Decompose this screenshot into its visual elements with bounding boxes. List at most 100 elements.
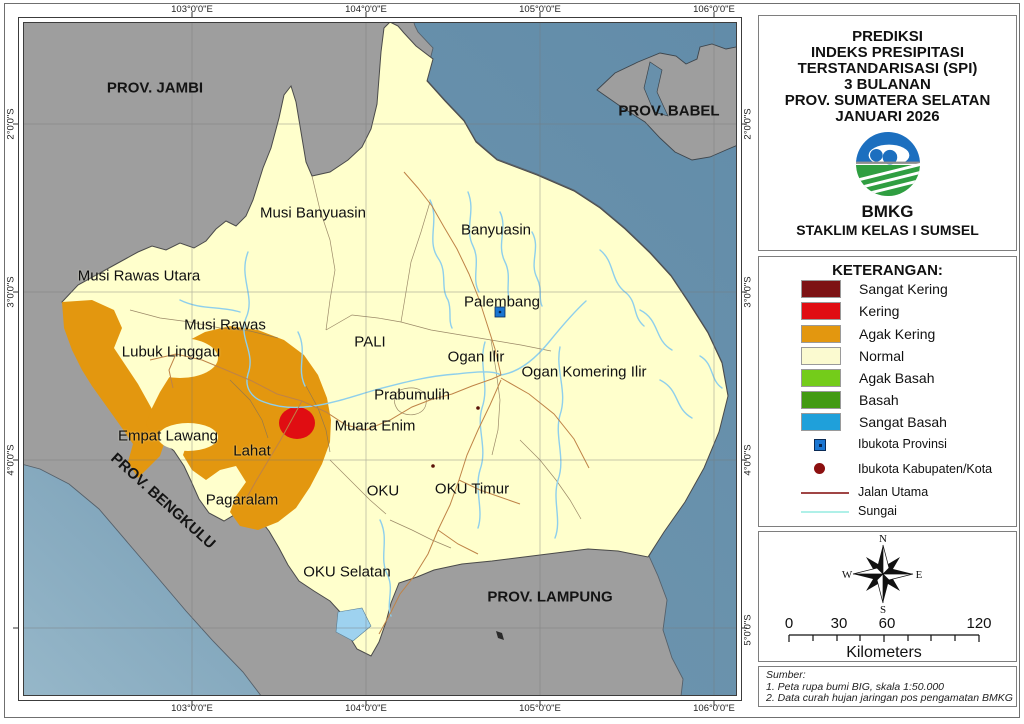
map-neatline-inner xyxy=(23,22,737,696)
map-title-line: JANUARI 2026 xyxy=(835,108,940,125)
compass-w: W xyxy=(842,569,853,581)
map-label-oku-selatan: OKU Selatan xyxy=(303,563,391,581)
source-line: Sumber: xyxy=(766,669,806,681)
palembang-marker xyxy=(494,306,506,318)
lat-label-right: 4°0'0"S xyxy=(742,444,754,476)
map-label-prov-babel: PROV. BABEL xyxy=(618,102,720,120)
map-title-line: TERSTANDARISASI (SPI) xyxy=(797,60,978,77)
scale-label-120: 120 xyxy=(966,615,991,632)
compass-rose: N S W E xyxy=(842,533,923,616)
map-label-ogan-komering-ilir: Ogan Komering Ilir xyxy=(521,363,647,381)
lon-label-bottom: 103°0'0"E xyxy=(171,703,213,714)
legend-label: Agak Kering xyxy=(859,326,936,342)
sungai-icon xyxy=(801,511,849,513)
compass-n: N xyxy=(879,533,887,545)
scale-label-60: 60 xyxy=(879,615,896,632)
legend-row: Basah xyxy=(759,391,1016,409)
legend-row: Sangat Kering xyxy=(759,280,1016,298)
region-babel-island xyxy=(596,43,737,161)
map-title-line: INDEKS PRESIPITASI xyxy=(810,44,965,61)
babel-bay xyxy=(643,61,669,117)
map-label-pali: PALI xyxy=(354,333,386,351)
map-label-musi-rawas-utara: Musi Rawas Utara xyxy=(77,267,201,285)
compass-and-scalebar: N S W E 0 30 60 120 Kilometers xyxy=(785,533,992,661)
map-label-prov-jambi: PROV. JAMBI xyxy=(106,79,204,97)
lon-label-top: 104°0'0"E xyxy=(345,4,387,15)
map-neatline-outer xyxy=(18,17,742,701)
legend-label-jalan-utama: Jalan Utama xyxy=(858,485,929,499)
province-sumsel-normal xyxy=(61,22,729,657)
map-label-palembang: Palembang xyxy=(464,293,540,311)
lat-label-left: 4°0'0"S xyxy=(5,444,17,476)
map-title-line: PREDIKSI xyxy=(852,28,923,45)
lon-label-bottom: 105°0'0"E xyxy=(519,703,561,714)
graticule-ticks xyxy=(13,12,747,706)
map-label-prov-lampung: PROV. LAMPUNG xyxy=(487,588,613,606)
legend-swatch-sangat-basah xyxy=(801,413,841,431)
legend-label: Agak Basah xyxy=(859,370,935,386)
compass-e: E xyxy=(916,569,923,581)
legend-label-ibukota-kabupaten: Ibukota Kabupaten/Kota xyxy=(858,462,993,476)
zone-agak-kering-west-strip xyxy=(62,300,166,478)
legend-row: Normal xyxy=(759,347,1016,365)
scale-label-30: 30 xyxy=(831,615,848,632)
legend-label-sungai: Sungai xyxy=(858,504,897,518)
org-subtitle: STAKLIM KELAS I SUMSEL xyxy=(796,222,979,238)
map-label-ogan-ilir: Ogan Ilir xyxy=(447,348,505,366)
legend-swatch-basah xyxy=(801,391,841,409)
lon-label-top: 105°0'0"E xyxy=(519,4,561,15)
org-name: BMKG xyxy=(861,202,914,221)
legend-panel: KETERANGAN: Sangat Kering Kering Agak Ke… xyxy=(758,256,1017,527)
legend-label: Kering xyxy=(859,303,900,319)
zone-kering xyxy=(279,407,315,439)
map-label-oku-timur: OKU Timur xyxy=(434,480,510,498)
graticule-lines xyxy=(23,22,737,696)
map-label-musi-banyuasin: Musi Banyuasin xyxy=(260,204,366,222)
legend-label: Basah xyxy=(859,392,899,408)
legend-swatch-agak-basah xyxy=(801,369,841,387)
source-panel: Sumber: 1. Peta rupa bumi BIG, skala 1:5… xyxy=(758,666,1017,707)
map-label-banyuasin: Banyuasin xyxy=(460,221,532,239)
map-label-empat-lawang: Empat Lawang xyxy=(117,427,219,445)
compass-s: S xyxy=(880,604,886,616)
legend-heading: KETERANGAN: xyxy=(832,262,943,279)
legend-label-ibukota-provinsi: Ibukota Provinsi xyxy=(858,437,947,451)
lat-label-right: 5°0'0"S xyxy=(742,614,754,646)
legend-swatch-normal xyxy=(801,347,841,365)
legend-row: Agak Basah xyxy=(759,369,1016,387)
map-title-line: 3 BULANAN xyxy=(844,76,931,93)
map-label-oku: OKU xyxy=(366,482,400,500)
legend-swatch-kering xyxy=(801,302,841,320)
map-label-musi-rawas: Musi Rawas xyxy=(184,316,266,334)
kabupaten-marker xyxy=(476,406,480,410)
scale-unit: Kilometers xyxy=(846,644,922,661)
bmkg-logo xyxy=(855,131,920,197)
zone-sangat-basah xyxy=(335,607,372,642)
ibukota-provinsi-icon xyxy=(814,439,826,451)
map-label-lahat: Lahat xyxy=(233,442,271,460)
scale-bar: 0 30 60 120 Kilometers xyxy=(785,615,992,661)
map-label-prabumulih: Prabumulih xyxy=(374,386,450,404)
roads xyxy=(149,171,590,635)
jalan-utama-icon xyxy=(801,492,849,494)
kabupaten-marker xyxy=(431,464,435,468)
map-label-muara-enim: Muara Enim xyxy=(334,417,416,435)
legend-row: Kering xyxy=(759,302,1016,320)
map-label-lubuk-linggau: Lubuk Linggau xyxy=(121,343,221,361)
legend-label: Sangat Basah xyxy=(859,414,947,430)
legend-swatch-sangat-kering xyxy=(801,280,841,298)
legend-swatch-agak-kering xyxy=(801,325,841,343)
map-title-line: PROV. SUMATERA SELATAN xyxy=(784,92,991,109)
title-panel: PREDIKSI INDEKS PRESIPITASI TERSTANDARIS… xyxy=(758,15,1017,251)
ibukota-kabupaten-icon xyxy=(814,463,825,474)
legend-label: Sangat Kering xyxy=(859,281,948,297)
legend-label: Normal xyxy=(859,348,905,364)
legend-row: Sangat Basah xyxy=(759,413,1016,431)
lon-label-bottom: 106°0'0"E xyxy=(693,703,735,714)
district-boundaries xyxy=(129,175,582,549)
small-island xyxy=(496,631,504,640)
lat-label-left: 3°0'0"S xyxy=(5,276,17,308)
normal-pocket-empatlawang xyxy=(158,423,218,451)
scale-label-0: 0 xyxy=(785,615,793,632)
